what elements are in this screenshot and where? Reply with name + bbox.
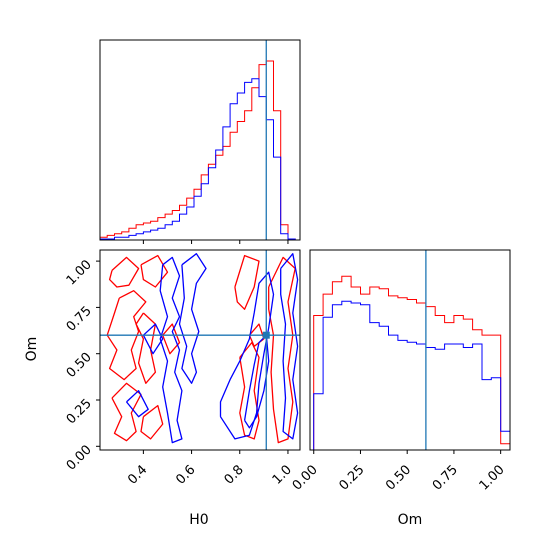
contour-line-blue xyxy=(142,323,164,355)
x-tick-label: 1.00 xyxy=(477,462,508,493)
x-tick-label: 0.00 xyxy=(290,462,321,493)
y-axis-label-om: Om xyxy=(24,337,40,362)
contour-line-red xyxy=(248,323,265,347)
y-tick-label: 0.00 xyxy=(64,443,95,474)
y-tick-label: 1.00 xyxy=(64,257,95,288)
contour-line-red xyxy=(162,323,181,355)
contour-line-red xyxy=(239,341,260,440)
panel-om-histogram: 0.00 0.25 0.50 0.75 1.00 xyxy=(290,249,511,494)
contour-line-red xyxy=(135,312,157,384)
contour-line-blue xyxy=(125,390,149,418)
contour-line-blue xyxy=(280,253,299,440)
panel-h0-om-contour: 0.4 0.6 0.8 1.00.000.250.500.751.00 xyxy=(64,249,301,488)
contour-line-red xyxy=(140,254,169,288)
contour-line-red xyxy=(234,254,260,310)
x-tick-label: 0.50 xyxy=(383,462,414,493)
histogram-series-red xyxy=(99,60,296,240)
contour-line-blue xyxy=(219,271,275,440)
contour-line-red xyxy=(111,382,142,442)
x-axis-label-om: Om xyxy=(398,512,423,528)
contour-line-red xyxy=(108,256,140,288)
x-axis-label-h0: H0 xyxy=(189,512,208,528)
contour-line-blue xyxy=(178,253,207,384)
x-tick-label: 0.75 xyxy=(430,462,461,493)
contour-line-blue xyxy=(243,334,270,429)
panel-frame xyxy=(309,249,511,451)
y-tick-label: 0.50 xyxy=(64,350,95,381)
truth-marker xyxy=(262,331,270,339)
x-tick-label: 0.25 xyxy=(336,462,367,493)
panel-frame xyxy=(99,249,301,451)
contour-lines xyxy=(106,253,299,444)
contour-line-blue xyxy=(159,256,183,444)
x-tick-label: 0.6 xyxy=(173,462,198,487)
y-tick-label: 0.25 xyxy=(64,396,95,427)
x-tick-label: 0.8 xyxy=(222,462,247,487)
panel-h0-histogram xyxy=(99,39,301,244)
histogram-series-blue xyxy=(313,300,511,450)
contour-line-red xyxy=(140,404,164,440)
x-tick-label: 0.4 xyxy=(125,462,150,487)
contour-line-red xyxy=(268,256,296,444)
histogram-series-red xyxy=(313,275,511,450)
panel-frame xyxy=(99,39,301,241)
y-tick-label: 0.75 xyxy=(64,304,95,335)
